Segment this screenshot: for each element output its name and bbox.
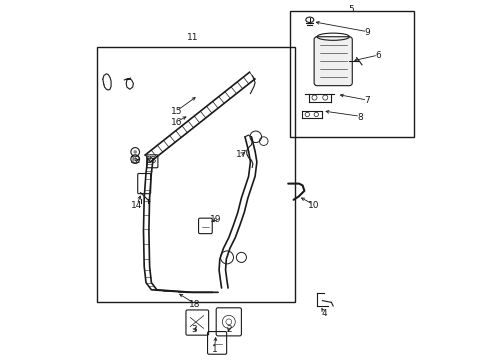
Text: 15: 15 xyxy=(171,107,182,116)
Text: 10: 10 xyxy=(308,201,319,210)
Text: 7: 7 xyxy=(365,96,370,105)
Text: 1: 1 xyxy=(212,345,217,354)
Text: 19: 19 xyxy=(210,215,222,224)
Bar xyxy=(98,47,295,302)
Text: 4: 4 xyxy=(321,309,327,318)
Text: 16: 16 xyxy=(171,118,182,127)
Text: 3: 3 xyxy=(192,325,197,334)
Circle shape xyxy=(133,150,137,154)
Text: 12: 12 xyxy=(129,156,141,165)
Circle shape xyxy=(133,157,137,161)
Text: 2: 2 xyxy=(226,325,232,334)
Text: 17: 17 xyxy=(236,150,247,159)
Text: 8: 8 xyxy=(357,112,363,122)
Text: 9: 9 xyxy=(365,28,370,37)
Text: 13: 13 xyxy=(146,156,157,165)
Text: 14: 14 xyxy=(131,201,143,210)
Bar xyxy=(290,11,414,137)
Text: 6: 6 xyxy=(375,51,381,60)
Text: 11: 11 xyxy=(187,33,198,42)
FancyBboxPatch shape xyxy=(314,37,352,86)
Text: 5: 5 xyxy=(348,5,354,14)
Text: 18: 18 xyxy=(189,300,200,309)
